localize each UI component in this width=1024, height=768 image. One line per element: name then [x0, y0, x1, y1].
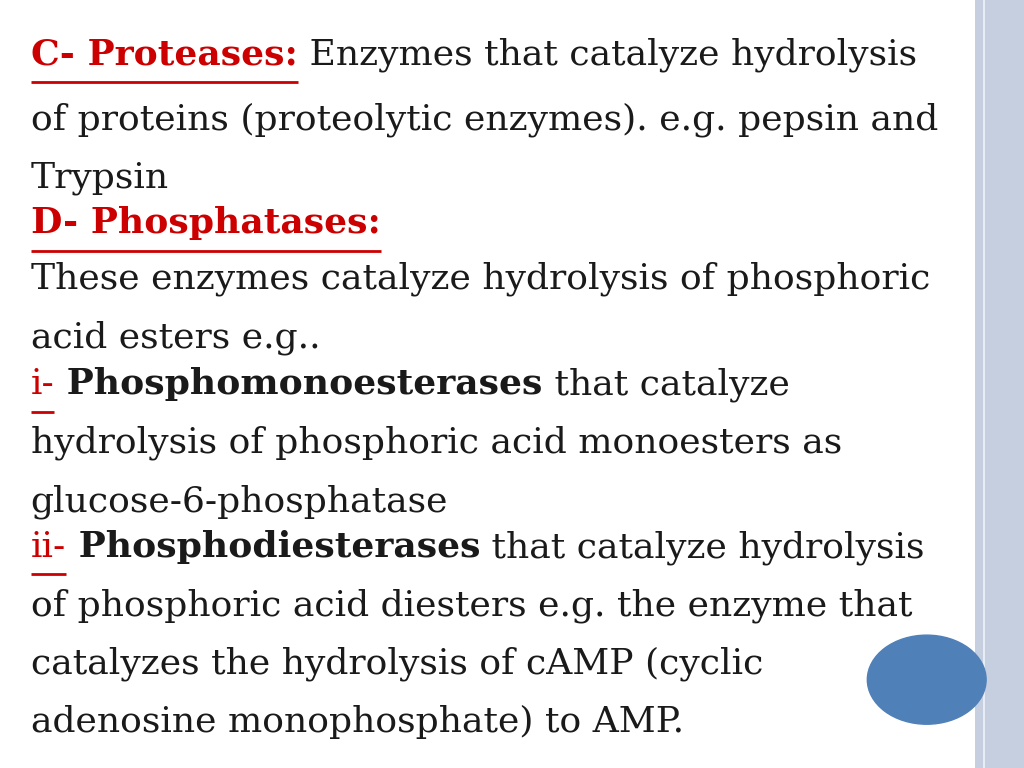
Text: acid esters e.g..: acid esters e.g.. — [31, 320, 321, 355]
Text: hydrolysis of phosphoric acid monoesters as: hydrolysis of phosphoric acid monoesters… — [31, 425, 842, 460]
Text: These enzymes catalyze hydrolysis of phosphoric: These enzymes catalyze hydrolysis of pho… — [31, 262, 930, 296]
Bar — [975, 0, 1024, 768]
Text: that catalyze hydrolysis: that catalyze hydrolysis — [480, 530, 925, 564]
Circle shape — [867, 635, 986, 724]
Text: Phosphodiesterases: Phosphodiesterases — [66, 530, 480, 564]
Bar — [983, 0, 985, 768]
Text: of proteins (proteolytic enzymes). e.g. pepsin and: of proteins (proteolytic enzymes). e.g. … — [31, 102, 938, 137]
Text: adenosine monophosphate) to AMP.: adenosine monophosphate) to AMP. — [31, 705, 684, 740]
Text: Trypsin: Trypsin — [31, 161, 169, 195]
Text: ii-: ii- — [31, 530, 66, 564]
Text: D- Phosphatases:: D- Phosphatases: — [31, 207, 381, 240]
Text: glucose-6-phosphatase: glucose-6-phosphatase — [31, 484, 449, 518]
Text: that catalyze: that catalyze — [543, 367, 790, 402]
Text: catalyzes the hydrolysis of cAMP (cyclic: catalyzes the hydrolysis of cAMP (cyclic — [31, 647, 763, 681]
Text: i-: i- — [31, 367, 54, 402]
Text: of phosphoric acid diesters e.g. the enzyme that: of phosphoric acid diesters e.g. the enz… — [31, 588, 912, 623]
Text: C- Proteases:: C- Proteases: — [31, 38, 298, 71]
Text: Enzymes that catalyze hydrolysis: Enzymes that catalyze hydrolysis — [298, 38, 916, 72]
Text: Phosphomonoesterases: Phosphomonoesterases — [54, 367, 543, 402]
